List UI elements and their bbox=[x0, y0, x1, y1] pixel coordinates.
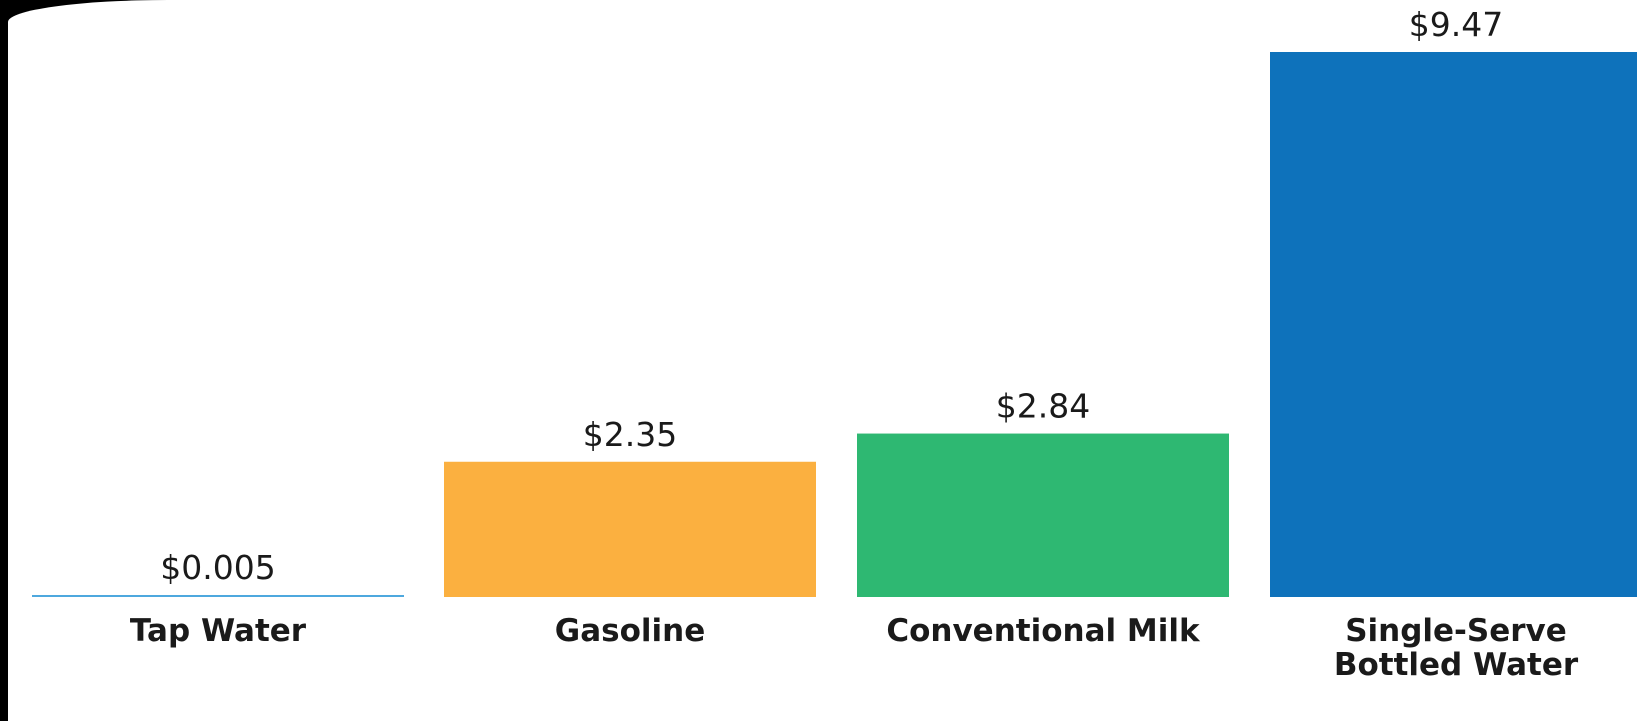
category-label-2: Conventional Milk bbox=[886, 613, 1201, 649]
value-label-2: $2.84 bbox=[996, 387, 1090, 426]
category-label-0: Tap Water bbox=[130, 613, 307, 649]
category-label-3-line-1: Bottled Water bbox=[1334, 647, 1579, 683]
category-label-3-line-0: Single-Serve bbox=[1345, 613, 1567, 649]
bar-1 bbox=[444, 461, 816, 597]
bar-3 bbox=[1270, 52, 1637, 597]
category-label-1: Gasoline bbox=[555, 613, 705, 649]
bar-0 bbox=[32, 595, 404, 597]
value-label-3: $9.47 bbox=[1409, 5, 1503, 44]
value-label-0: $0.005 bbox=[160, 548, 275, 587]
bar-2 bbox=[857, 433, 1229, 597]
value-label-1: $2.35 bbox=[583, 415, 677, 454]
